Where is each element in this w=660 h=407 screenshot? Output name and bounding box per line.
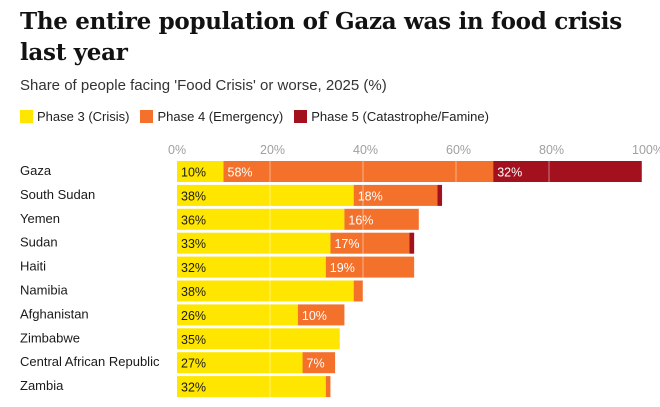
bar-segment (330, 232, 410, 254)
bar-segment (409, 232, 415, 254)
x-tick-label: 0% (168, 143, 186, 157)
data-label: 36% (181, 213, 206, 227)
data-label: 32% (497, 166, 522, 180)
data-label: 7% (307, 357, 325, 371)
data-label: 26% (181, 309, 206, 323)
bar-segment (177, 280, 354, 302)
bar-segment (325, 376, 331, 398)
category-label: Sudan (20, 235, 58, 250)
legend-item-phase-5: Phase 5 (Catastrophe/Famine) (294, 109, 489, 124)
x-tick-label: 20% (260, 143, 285, 157)
data-label: 58% (228, 166, 253, 180)
bar-segment (344, 208, 419, 230)
data-label: 38% (181, 285, 206, 299)
legend-swatch-phase-3 (20, 110, 33, 123)
x-tick-label: 60% (446, 143, 471, 157)
legend-swatch-phase-5 (294, 110, 308, 123)
bar-segment (177, 352, 303, 374)
legend-label-phase-3: Phase 3 (Crisis) (37, 109, 130, 124)
category-label: Haiti (20, 259, 46, 274)
data-label: 18% (358, 189, 383, 203)
legend-swatch-phase-4 (140, 110, 154, 123)
legend: Phase 3 (Crisis) Phase 4 (Emergency) Pha… (20, 109, 500, 124)
data-label: 19% (330, 261, 355, 275)
x-tick-label: 100% (632, 143, 660, 157)
data-label: 10% (302, 309, 327, 323)
data-label: 16% (348, 213, 373, 227)
legend-label-phase-4: Phase 4 (Emergency) (157, 109, 284, 124)
bar-segment (177, 184, 354, 206)
category-label: South Sudan (20, 187, 95, 202)
bar-segment (177, 376, 326, 398)
legend-item-phase-4: Phase 4 (Emergency) (140, 109, 283, 124)
legend-label-phase-5: Phase 5 (Catastrophe/Famine) (311, 109, 489, 124)
category-label: Zimbabwe (20, 330, 80, 345)
bar-segment (493, 161, 642, 182)
bar-segment (302, 352, 336, 374)
bar-segment (325, 256, 415, 278)
bar-segment (437, 184, 443, 206)
bar-segment (177, 256, 326, 278)
x-tick-label: 40% (353, 143, 378, 157)
x-tick-label: 80% (539, 143, 564, 157)
bar-segment (353, 184, 438, 206)
data-label: 38% (181, 189, 206, 203)
bar-segment (177, 161, 224, 182)
data-label: 35% (181, 333, 206, 347)
data-label: 17% (334, 237, 359, 251)
bar-segment (177, 232, 331, 254)
data-label: 32% (181, 261, 206, 275)
category-label: Namibia (20, 283, 68, 298)
chart-subtitle: Share of people facing 'Food Crisis' or … (20, 77, 387, 94)
bar-segment (177, 328, 340, 350)
data-label: 27% (181, 357, 206, 371)
legend-item-phase-3: Phase 3 (Crisis) (20, 109, 129, 124)
bar-segment (353, 280, 363, 302)
category-label: Afghanistan (20, 306, 89, 321)
data-label: 32% (181, 381, 206, 395)
category-label: Gaza (20, 163, 52, 178)
bar-segment (177, 304, 298, 326)
bar-segment (177, 208, 345, 230)
chart-title: The entire population of Gaza was in foo… (20, 8, 622, 66)
data-label: 10% (181, 166, 206, 180)
bar-segment (223, 161, 494, 182)
category-label: Central African Republic (20, 354, 160, 369)
bar-segment (297, 304, 345, 326)
category-label: Yemen (20, 211, 60, 226)
category-label: Zambia (20, 378, 64, 393)
data-label: 33% (181, 237, 206, 251)
